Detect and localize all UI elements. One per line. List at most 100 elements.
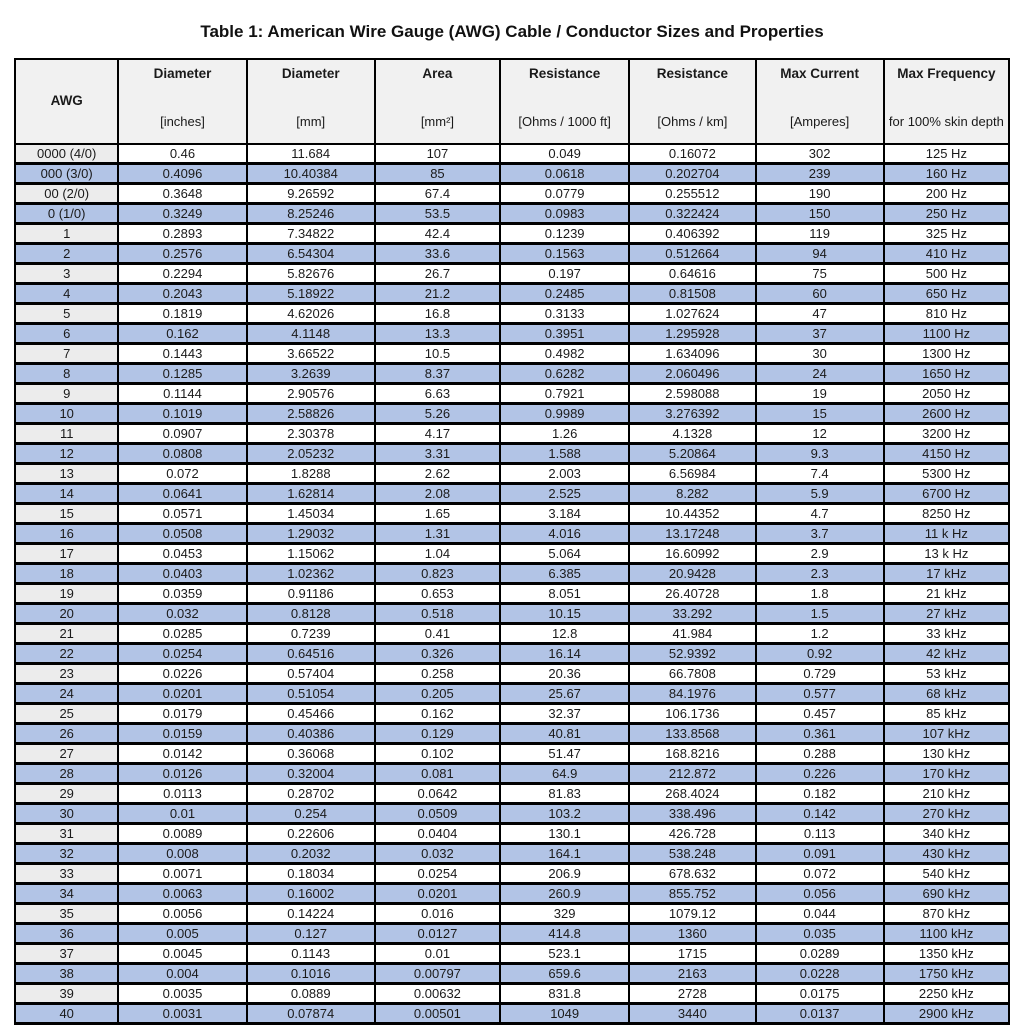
cell: 0.0618 xyxy=(499,162,631,185)
header-row: AWG Diameter [inches] Diameter [mm] xyxy=(13,58,1011,145)
awg-cell: 9 xyxy=(13,382,120,405)
cell: 1750 kHz xyxy=(882,962,1011,985)
cell: 831.8 xyxy=(499,982,631,1005)
cell: 0.6282 xyxy=(499,362,631,385)
table-row: 4 0.2043 5.18922 21.2 0.2485 0.81508 60 650 Hz xyxy=(13,282,1011,305)
cell: 0.255512 xyxy=(628,182,757,205)
cell: 0.0453 xyxy=(117,542,248,565)
cell: 0.823 xyxy=(373,562,502,585)
awg-cell: 7 xyxy=(13,342,120,365)
cell: 0.64516 xyxy=(245,642,376,665)
cell: 0.14224 xyxy=(245,902,376,925)
awg-cell: 11 xyxy=(13,422,120,445)
cell: 0.2576 xyxy=(117,242,248,265)
table-row: 24 0.0201 0.51054 0.205 25.67 84.1976 0.577 68 … xyxy=(13,682,1011,705)
cell: 160 Hz xyxy=(882,162,1011,185)
cell: 340 kHz xyxy=(882,822,1011,845)
awg-cell: 15 xyxy=(13,502,120,525)
cell: 0.577 xyxy=(754,682,885,705)
cell: 0.9989 xyxy=(499,402,631,425)
cell: 64.9 xyxy=(499,762,631,785)
cell: 0.3249 xyxy=(117,202,248,225)
cell: 0.1016 xyxy=(245,962,376,985)
awg-cell: 3 xyxy=(13,262,120,285)
cell: 2250 kHz xyxy=(882,982,1011,1005)
cell: 2.9 xyxy=(754,542,885,565)
cell: 0.091 xyxy=(754,842,885,865)
cell: 75 xyxy=(754,262,885,285)
cell: 4150 Hz xyxy=(882,442,1011,465)
table-row: 22 0.0254 0.64516 0.326 16.14 52.9392 0.92 42 k… xyxy=(13,642,1011,665)
cell: 0.0035 xyxy=(117,982,248,1005)
cell: 8.282 xyxy=(628,482,757,505)
cell: 66.7808 xyxy=(628,662,757,685)
awg-cell: 28 xyxy=(13,762,120,785)
cell: 125 Hz xyxy=(882,143,1011,165)
cell: 1.04 xyxy=(373,542,502,565)
cell: 1350 kHz xyxy=(882,942,1011,965)
cell: 103.2 xyxy=(499,802,631,825)
cell: 2163 xyxy=(628,962,757,985)
cell: 0.406392 xyxy=(628,222,757,245)
cell: 0.142 xyxy=(754,802,885,825)
cell: 0.288 xyxy=(754,742,885,765)
cell: 67.4 xyxy=(373,182,502,205)
cell: 1715 xyxy=(628,942,757,965)
awg-cell: 4 xyxy=(13,282,120,305)
table-row: 14 0.0641 1.62814 2.08 2.525 8.282 5.9 6700 Hz xyxy=(13,482,1011,505)
cell: 0.0254 xyxy=(117,642,248,665)
cell: 0.0045 xyxy=(117,942,248,965)
table-title: Table 1: American Wire Gauge (AWG) Cable… xyxy=(200,22,824,41)
cell: 250 Hz xyxy=(882,202,1011,225)
awg-cell: 20 xyxy=(13,602,120,625)
cell: 329 xyxy=(499,902,631,925)
cell: 85 kHz xyxy=(882,702,1011,725)
header-label: Area xyxy=(422,66,453,81)
cell: 60 xyxy=(754,282,885,305)
cell: 4.1328 xyxy=(628,422,757,445)
cell: 0.035 xyxy=(754,922,885,945)
cell: 2.62 xyxy=(373,462,502,485)
cell: 0.008 xyxy=(117,842,248,865)
cell: 4.17 xyxy=(373,422,502,445)
table-row: 15 0.0571 1.45034 1.65 3.184 10.44352 4.7 8250 … xyxy=(13,502,1011,525)
cell: 2.08 xyxy=(373,482,502,505)
cell: 10.15 xyxy=(499,602,631,625)
cell: 0.2032 xyxy=(245,842,376,865)
cell: 21.2 xyxy=(373,282,502,305)
cell: 1.634096 xyxy=(628,342,757,365)
awg-table: AWG Diameter [inches] Diameter [mm] xyxy=(13,58,1011,1025)
cell: 1.027624 xyxy=(628,302,757,325)
cell: 1079.12 xyxy=(628,902,757,925)
cell: 0.0571 xyxy=(117,502,248,525)
header-label: Diameter xyxy=(153,66,212,81)
cell: 1300 Hz xyxy=(882,342,1011,365)
table-row: 16 0.0508 1.29032 1.31 4.016 13.17248 3.7 11 k … xyxy=(13,522,1011,545)
cell: 0.113 xyxy=(754,822,885,845)
cell: 130 kHz xyxy=(882,742,1011,765)
cell: 0.7921 xyxy=(499,382,631,405)
cell: 210 kHz xyxy=(882,782,1011,805)
cell: 0.1143 xyxy=(245,942,376,965)
cell: 40.81 xyxy=(499,722,631,745)
awg-cell: 27 xyxy=(13,742,120,765)
cell: 0.0641 xyxy=(117,482,248,505)
header-label: Max Current xyxy=(780,66,859,81)
awg-cell: 35 xyxy=(13,902,120,925)
cell: 0.0509 xyxy=(373,802,502,825)
awg-cell: 29 xyxy=(13,782,120,805)
cell: 0.0907 xyxy=(117,422,248,445)
header-area: Area [mm²] xyxy=(373,58,502,145)
cell: 1.5 xyxy=(754,602,885,625)
cell: 5.064 xyxy=(499,542,631,565)
cell: 0.0779 xyxy=(499,182,631,205)
table-row: 40 0.0031 0.07874 0.00501 1049 3440 0.0137 2900… xyxy=(13,1002,1011,1025)
cell: 855.752 xyxy=(628,882,757,905)
cell: 0.32004 xyxy=(245,762,376,785)
cell: 1.31 xyxy=(373,522,502,545)
header-resistance-km: Resistance [Ohms / km] xyxy=(628,58,757,145)
cell: 0.049 xyxy=(499,143,631,165)
awg-cell: 38 xyxy=(13,962,120,985)
cell: 0.0226 xyxy=(117,662,248,685)
cell: 206.9 xyxy=(499,862,631,885)
